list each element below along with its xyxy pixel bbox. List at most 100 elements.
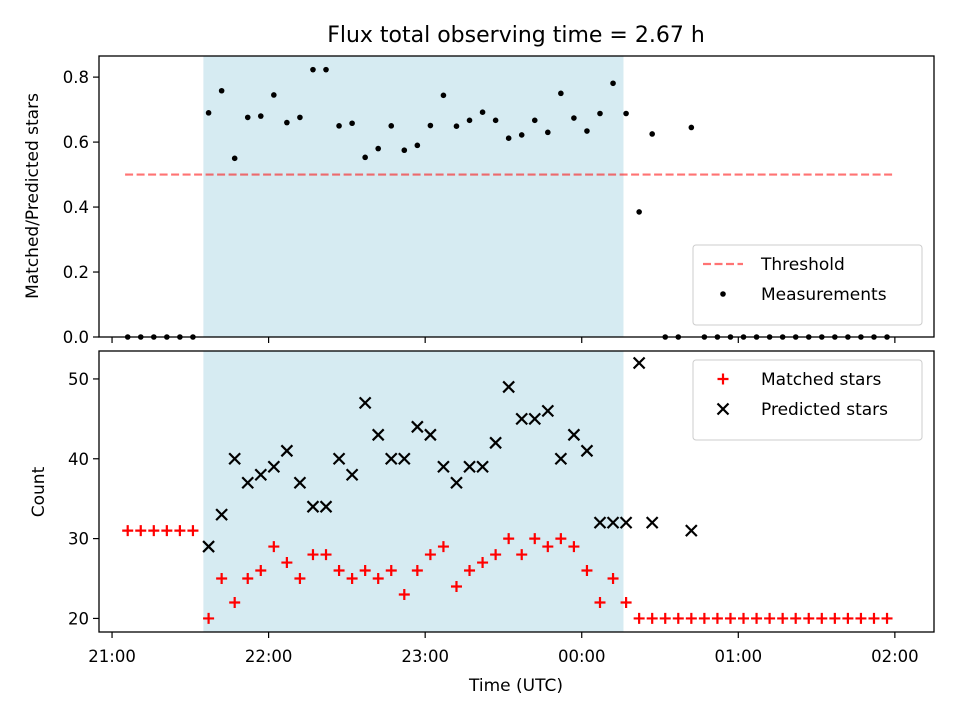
predicted-star-point [358, 396, 372, 410]
matched-star-point [122, 525, 134, 537]
measurement-point [244, 114, 251, 121]
matched-star-point [672, 612, 684, 624]
bottom-y-axis-label: Count [29, 466, 49, 517]
matched-star-point [398, 588, 410, 600]
predicted-star-point [619, 516, 633, 529]
matched-star-point [242, 573, 254, 585]
matched-star-point [881, 612, 893, 624]
measurement-point [649, 131, 655, 137]
matched-star-point [229, 596, 241, 608]
predicted-star-point [580, 444, 594, 458]
bottom-axes-frame [98, 350, 935, 633]
measurement-point [531, 117, 538, 124]
matched-star-point [268, 541, 280, 553]
bottom-y-tick-label: 20 [68, 609, 89, 628]
predicted-star-point [476, 460, 489, 474]
predicted-star-point [528, 412, 542, 426]
matched-star-point [607, 573, 619, 585]
bottom-panel: 20 30 40 50 21:00 22:00 23:00 00:00 01:00 02:00 Ma… [29, 350, 935, 696]
x-axis-label: Time (UTC) [468, 676, 563, 696]
predicted-star-point [371, 428, 385, 442]
matched-star-point [594, 596, 606, 608]
bottom-shaded-interval [203, 351, 624, 632]
x-tick-label: 21:00 [88, 647, 136, 666]
x-tick-label: 22:00 [245, 647, 293, 666]
measurement-point [336, 123, 342, 129]
bottom-series-predicted-stars [202, 356, 698, 553]
measurement-point [323, 66, 329, 73]
measurement-point [349, 120, 355, 127]
matched-star-point [738, 612, 750, 624]
matched-star-point [698, 612, 710, 624]
top-y-tick-label: 0.0 [63, 328, 89, 347]
matched-star-point [294, 573, 306, 585]
matched-star-point [829, 612, 841, 624]
predicted-star-point [254, 468, 268, 482]
measurement-point [218, 87, 225, 94]
matched-star-point [659, 612, 671, 624]
chart-title: Flux total observing time = 2.67 h [327, 23, 705, 48]
bottom-y-tick-label: 30 [68, 530, 89, 549]
predicted-star-point [502, 380, 515, 394]
predicted-star-point [280, 444, 294, 458]
predicted-star-point [202, 540, 215, 553]
predicted-star-point [293, 476, 307, 489]
legend-series-label: Predicted stars [761, 400, 888, 420]
bottom-legend-box [692, 359, 923, 441]
matched-star-point [424, 549, 436, 561]
predicted-star-point [489, 436, 502, 450]
bottom-series-matched-stars [122, 525, 893, 624]
matched-star-point [477, 557, 489, 569]
matched-star-point [751, 612, 763, 624]
predicted-star-point [554, 452, 568, 466]
measurement-point [453, 123, 460, 129]
predicted-star-point [515, 412, 528, 426]
predicted-star-point [424, 428, 437, 442]
measurement-point [466, 117, 473, 124]
x-tick-label: 02:00 [871, 647, 919, 666]
measurement-point [271, 92, 277, 98]
bottom-y-tick-label: 50 [68, 370, 89, 389]
measurement-point [610, 80, 616, 87]
predicted-star-point [685, 524, 698, 537]
measurement-point [545, 129, 551, 136]
matched-star-point [161, 525, 173, 537]
predicted-star-point [398, 452, 411, 466]
matched-star-point [411, 565, 423, 577]
measurement-point [401, 147, 408, 154]
predicted-star-point [306, 500, 320, 513]
top-axes-frame [98, 55, 935, 338]
measurement-point [505, 135, 512, 141]
matched-star-point [633, 612, 645, 624]
legend-predicted-swatch [716, 402, 730, 416]
matched-star-point [542, 541, 554, 553]
matched-star-point [320, 549, 332, 561]
top-y-tick-label: 0.6 [63, 133, 89, 152]
predicted-star-point [319, 500, 333, 513]
matched-star-point [346, 573, 358, 585]
matched-star-point [464, 565, 476, 577]
bottom-axes: 20 30 40 50 21:00 22:00 23:00 00:00 01:00 02:00 Ma… [68, 350, 935, 666]
predicted-star-point [593, 516, 607, 529]
matched-star-point [359, 565, 371, 577]
measurement-point [375, 145, 382, 152]
measurement-point [427, 122, 434, 129]
predicted-star-point [541, 404, 555, 418]
matched-star-point [581, 565, 593, 577]
matched-star-point [842, 612, 854, 624]
matched-star-point [868, 612, 880, 624]
measurement-point [518, 132, 525, 138]
measurement-point [310, 66, 316, 73]
top-y-tick-label: 0.8 [63, 68, 89, 87]
measurement-point [414, 142, 421, 149]
measurement-point [558, 90, 564, 97]
matched-star-point [307, 549, 319, 561]
matched-star-point [855, 612, 867, 624]
matched-star-point [333, 565, 345, 577]
matched-star-point [790, 612, 802, 624]
x-tick-label: 01:00 [715, 647, 763, 666]
measurement-point [623, 110, 629, 117]
legend-series-label: Measurements [761, 285, 887, 305]
predicted-star-point [645, 516, 659, 529]
